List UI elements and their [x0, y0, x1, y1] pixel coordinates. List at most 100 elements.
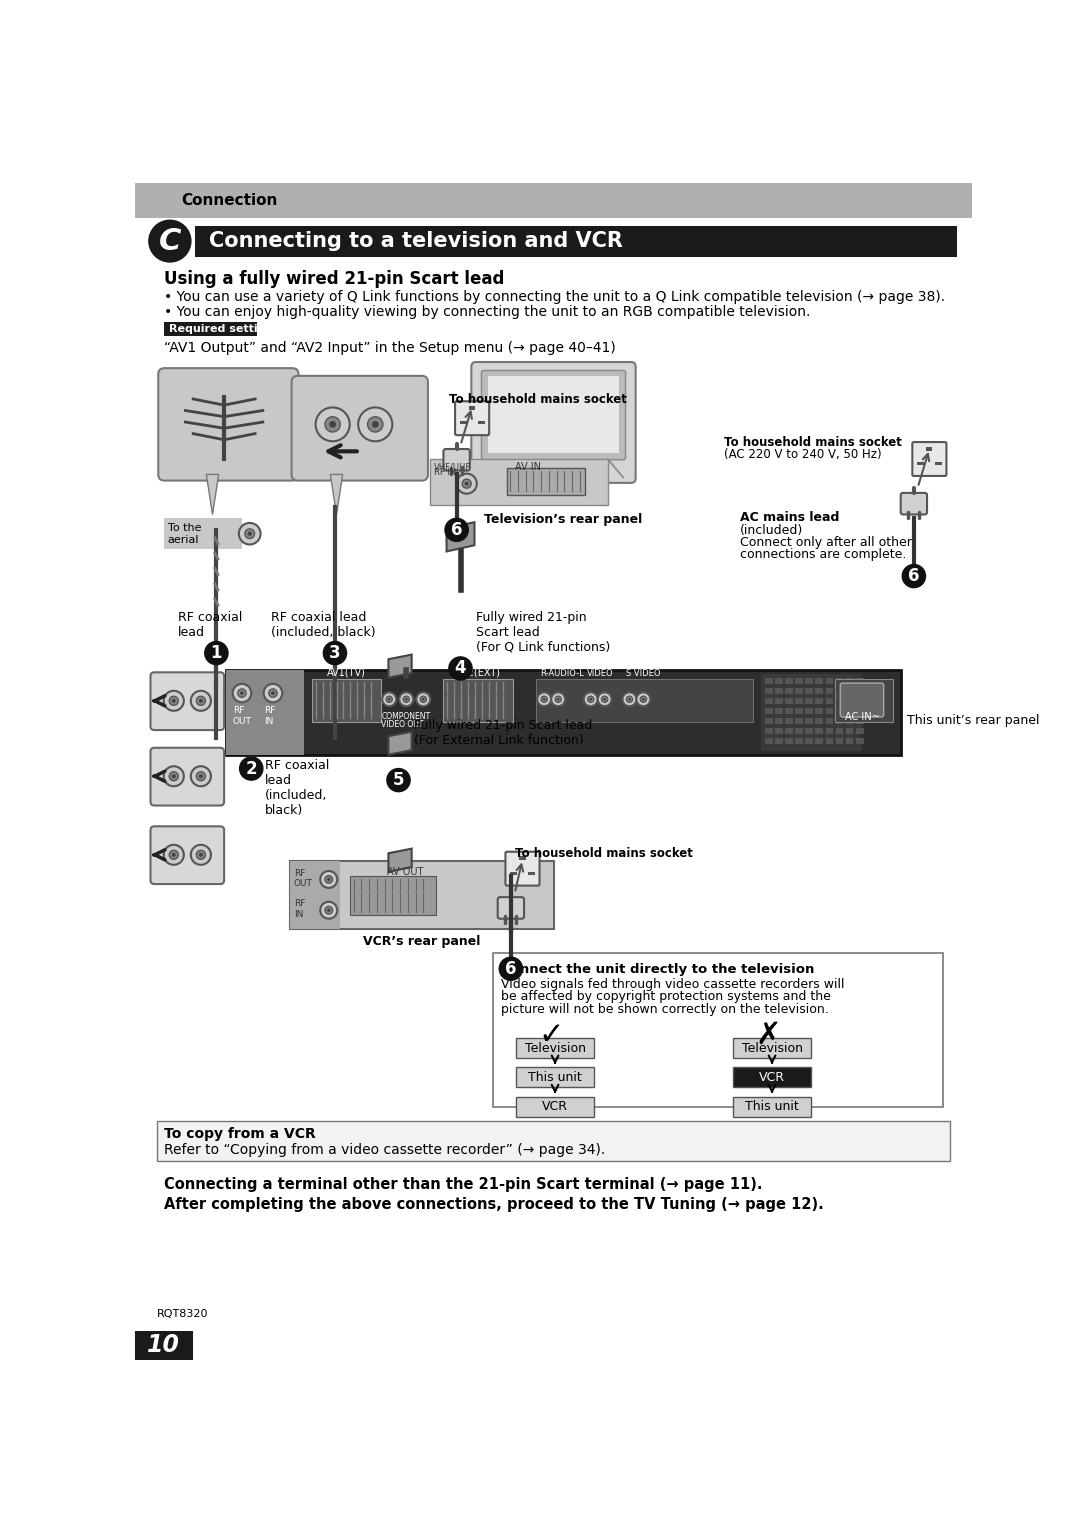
Text: To copy from a VCR: To copy from a VCR [164, 1128, 316, 1141]
Circle shape [170, 697, 178, 706]
Text: R-AUDIO-L: R-AUDIO-L [540, 669, 584, 678]
Circle shape [238, 689, 246, 697]
Text: RF coaxial
lead
(included,
black): RF coaxial lead (included, black) [266, 759, 329, 817]
FancyBboxPatch shape [806, 698, 813, 704]
FancyBboxPatch shape [846, 738, 853, 744]
Text: picture will not be shown correctly on the television.: picture will not be shown correctly on t… [501, 1002, 828, 1016]
FancyBboxPatch shape [733, 1038, 811, 1057]
Circle shape [232, 685, 252, 703]
FancyBboxPatch shape [836, 738, 843, 744]
Circle shape [325, 417, 340, 432]
FancyBboxPatch shape [795, 688, 804, 694]
FancyBboxPatch shape [765, 718, 773, 724]
FancyBboxPatch shape [846, 698, 853, 704]
Text: COMPONENT: COMPONENT [381, 712, 431, 721]
Circle shape [405, 698, 407, 701]
Text: RF
IN: RF IN [294, 900, 306, 918]
FancyBboxPatch shape [836, 707, 843, 714]
Circle shape [629, 698, 631, 701]
FancyBboxPatch shape [775, 738, 783, 744]
Text: 10: 10 [147, 1334, 180, 1357]
Circle shape [197, 772, 205, 781]
Text: 2: 2 [245, 759, 257, 778]
FancyBboxPatch shape [430, 458, 608, 506]
Circle shape [626, 697, 633, 703]
Text: 1: 1 [211, 645, 222, 662]
Circle shape [462, 480, 471, 487]
FancyBboxPatch shape [157, 1122, 950, 1161]
FancyBboxPatch shape [913, 442, 946, 475]
Polygon shape [206, 474, 218, 515]
Text: VIDEO OUT: VIDEO OUT [381, 720, 423, 729]
FancyBboxPatch shape [765, 678, 773, 685]
Text: Connecting to a television and VCR: Connecting to a television and VCR [208, 231, 622, 251]
Circle shape [205, 642, 228, 665]
Text: Video signals fed through video cassette recorders will: Video signals fed through video cassette… [501, 978, 845, 992]
Circle shape [642, 698, 645, 701]
Circle shape [199, 698, 203, 703]
Circle shape [583, 692, 597, 706]
Circle shape [197, 850, 205, 859]
FancyBboxPatch shape [444, 449, 470, 471]
FancyBboxPatch shape [815, 718, 823, 724]
Text: This unit’s rear panel: This unit’s rear panel [907, 714, 1039, 726]
Circle shape [382, 692, 396, 706]
FancyBboxPatch shape [785, 738, 793, 744]
FancyBboxPatch shape [498, 897, 524, 918]
Text: ✓: ✓ [539, 1021, 564, 1050]
Text: C: C [159, 226, 181, 255]
Circle shape [172, 853, 176, 857]
FancyBboxPatch shape [528, 872, 535, 876]
Circle shape [416, 692, 430, 706]
FancyBboxPatch shape [815, 688, 823, 694]
FancyBboxPatch shape [291, 860, 340, 929]
FancyBboxPatch shape [488, 376, 619, 452]
FancyBboxPatch shape [510, 872, 517, 876]
Text: Required setting: Required setting [170, 324, 273, 335]
Circle shape [245, 529, 255, 538]
Text: ✗: ✗ [755, 1021, 781, 1050]
FancyBboxPatch shape [455, 402, 489, 435]
FancyBboxPatch shape [312, 680, 381, 721]
Circle shape [170, 850, 178, 859]
FancyBboxPatch shape [846, 727, 853, 733]
FancyBboxPatch shape [806, 727, 813, 733]
Circle shape [197, 697, 205, 706]
Circle shape [367, 417, 383, 432]
Polygon shape [389, 654, 411, 678]
FancyBboxPatch shape [836, 678, 843, 685]
Text: RF coaxial
lead: RF coaxial lead [177, 611, 242, 639]
FancyBboxPatch shape [815, 738, 823, 744]
Circle shape [199, 853, 203, 857]
FancyBboxPatch shape [350, 877, 435, 915]
FancyBboxPatch shape [150, 672, 225, 730]
Circle shape [191, 845, 211, 865]
Circle shape [164, 766, 184, 787]
Text: RF IN: RF IN [434, 468, 457, 477]
FancyBboxPatch shape [836, 727, 843, 733]
FancyBboxPatch shape [855, 707, 864, 714]
FancyBboxPatch shape [775, 718, 783, 724]
FancyBboxPatch shape [806, 718, 813, 724]
FancyBboxPatch shape [795, 698, 804, 704]
FancyBboxPatch shape [537, 680, 754, 721]
FancyBboxPatch shape [836, 718, 843, 724]
Text: Connect only after all other: Connect only after all other [740, 536, 912, 549]
FancyBboxPatch shape [806, 678, 813, 685]
FancyBboxPatch shape [855, 688, 864, 694]
FancyBboxPatch shape [516, 1068, 594, 1088]
Circle shape [325, 906, 333, 914]
Text: • You can use a variety of Q Link functions by connecting the unit to a Q Link c: • You can use a variety of Q Link functi… [164, 290, 946, 304]
Circle shape [543, 698, 545, 701]
FancyBboxPatch shape [825, 738, 834, 744]
FancyBboxPatch shape [785, 678, 793, 685]
FancyBboxPatch shape [775, 698, 783, 704]
Circle shape [388, 698, 391, 701]
FancyBboxPatch shape [775, 727, 783, 733]
FancyBboxPatch shape [469, 406, 475, 410]
Circle shape [239, 523, 260, 544]
Circle shape [325, 876, 333, 883]
Text: Using a fully wired 21-pin Scart lead: Using a fully wired 21-pin Scart lead [164, 269, 504, 287]
Text: AC IN~: AC IN~ [845, 712, 879, 723]
Text: Television’s rear panel: Television’s rear panel [484, 513, 642, 526]
